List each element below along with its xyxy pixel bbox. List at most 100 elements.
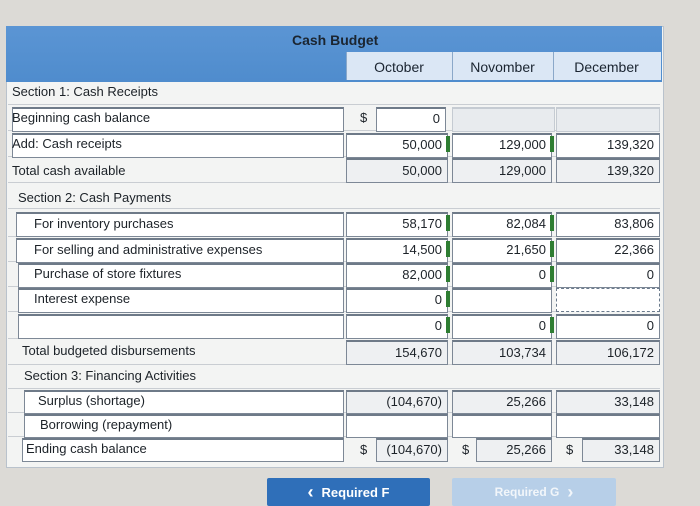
ending-oct-value: (104,670) bbox=[386, 442, 442, 457]
interest-nov-input[interactable] bbox=[452, 288, 552, 313]
currency-symbol: $ bbox=[566, 442, 574, 457]
beginning-oct-input[interactable] bbox=[376, 107, 446, 132]
column-header-october: October bbox=[374, 59, 424, 75]
row-divider bbox=[8, 364, 660, 365]
interest-expense-label: Interest expense bbox=[34, 291, 131, 306]
fixtures-label-box bbox=[18, 263, 344, 288]
total-disb-oct-value: 154,670 bbox=[395, 345, 442, 360]
borrowing-dec-input[interactable] bbox=[556, 414, 660, 438]
prev-required-label: Required F bbox=[321, 484, 390, 500]
add-cash-receipts-label: Add: Cash receipts bbox=[12, 136, 122, 151]
inventory-nov-input[interactable] bbox=[452, 212, 552, 237]
section-1-label: Section 1: Cash Receipts bbox=[12, 84, 158, 99]
total-available-nov-value: 129,000 bbox=[499, 163, 546, 178]
surplus-oct-value: (104,670) bbox=[386, 394, 442, 409]
surplus-dec-value: 33,148 bbox=[614, 394, 654, 409]
fixtures-dec-input[interactable] bbox=[556, 263, 660, 288]
section-2-label: Section 2: Cash Payments bbox=[18, 190, 172, 205]
ending-dec-cell bbox=[582, 438, 660, 462]
ending-cash-balance-label: Ending cash balance bbox=[26, 441, 147, 456]
surplus-label-box bbox=[24, 390, 344, 414]
interest-oct-input[interactable] bbox=[346, 288, 448, 313]
ending-dec-value: 33,148 bbox=[614, 442, 654, 457]
total-available-nov-cell bbox=[452, 158, 552, 183]
inventory-label-box bbox=[16, 212, 344, 237]
inventory-dec-value: 83,806 bbox=[614, 216, 654, 231]
inventory-oct-input[interactable] bbox=[346, 212, 448, 237]
chevron-right-icon: › bbox=[567, 482, 574, 502]
beginning-cash-label: Beginning cash balance bbox=[12, 110, 151, 125]
chevron-left-icon: ‹ bbox=[307, 482, 314, 502]
total-available-oct-value: 50,000 bbox=[402, 163, 442, 178]
check-mark-icon bbox=[446, 241, 450, 257]
total-disb-oct-cell bbox=[346, 340, 448, 365]
column-header-december: December bbox=[574, 59, 639, 75]
selling-nov-input[interactable] bbox=[452, 238, 552, 263]
total-disbursements-label: Total budgeted disbursements bbox=[22, 343, 196, 358]
receipts-nov-input[interactable] bbox=[452, 133, 552, 158]
surplus-shortage-label: Surplus (shortage) bbox=[38, 393, 145, 408]
fixtures-nov-input[interactable] bbox=[452, 263, 552, 288]
beginning-oct-value: 0 bbox=[432, 111, 440, 126]
total-available-dec-value: 139,320 bbox=[607, 163, 654, 178]
row-divider bbox=[8, 208, 660, 209]
row-divider bbox=[8, 182, 660, 183]
selling-dec-input[interactable] bbox=[556, 238, 660, 263]
add-receipts-label-box bbox=[12, 133, 344, 158]
ending-nov-cell bbox=[476, 438, 552, 462]
borrowing-oct-input[interactable] bbox=[346, 414, 448, 438]
borrowing-label-box bbox=[24, 414, 344, 438]
beginning-nov-cell bbox=[452, 107, 555, 132]
next-required-button[interactable]: Required G › bbox=[452, 478, 616, 506]
column-header-november: Novomber bbox=[470, 59, 535, 75]
surplus-dec-cell bbox=[556, 390, 660, 414]
currency-symbol: $ bbox=[360, 110, 368, 125]
check-mark-icon bbox=[550, 266, 554, 282]
selling-nov-value: 21,650 bbox=[506, 242, 546, 257]
borrowing-repayment-label: Borrowing (repayment) bbox=[40, 417, 173, 432]
check-mark-icon bbox=[446, 291, 450, 307]
fixtures-oct-input[interactable] bbox=[346, 263, 448, 288]
selling-oct-value: 14,500 bbox=[402, 242, 442, 257]
surplus-nov-value: 25,266 bbox=[506, 394, 546, 409]
blank-oct-input[interactable] bbox=[346, 314, 448, 339]
header-cell-dec bbox=[553, 52, 661, 80]
check-mark-icon bbox=[446, 317, 450, 333]
row-divider bbox=[8, 104, 660, 105]
surplus-oct-cell bbox=[346, 390, 448, 414]
inventory-nov-value: 82,084 bbox=[506, 216, 546, 231]
ending-oct-cell bbox=[376, 438, 448, 462]
surplus-nov-cell bbox=[452, 390, 552, 414]
fixtures-dec-value: 0 bbox=[646, 267, 654, 282]
check-mark-icon bbox=[550, 136, 554, 152]
borrowing-nov-input[interactable] bbox=[452, 414, 552, 438]
receipts-oct-input[interactable] bbox=[346, 133, 448, 158]
receipts-nov-value: 129,000 bbox=[499, 137, 546, 152]
header-cell-nov bbox=[452, 52, 554, 80]
currency-symbol: $ bbox=[360, 442, 368, 457]
blank-nov-input[interactable] bbox=[452, 314, 552, 339]
inventory-dec-input[interactable] bbox=[556, 212, 660, 237]
header-cell-oct bbox=[346, 52, 453, 80]
check-mark-icon bbox=[446, 266, 450, 282]
total-cash-available-label: Total cash available bbox=[12, 163, 126, 178]
blank-dec-input[interactable] bbox=[556, 314, 660, 339]
check-mark-icon bbox=[550, 241, 554, 257]
ending-nov-value: 25,266 bbox=[506, 442, 546, 457]
receipts-dec-input[interactable] bbox=[556, 133, 660, 158]
selling-dec-value: 22,366 bbox=[614, 242, 654, 257]
blank-payment-label-input[interactable] bbox=[18, 314, 344, 339]
prev-required-button[interactable]: ‹ Required F bbox=[267, 478, 430, 506]
currency-symbol: $ bbox=[462, 442, 470, 457]
interest-label-box bbox=[18, 288, 344, 313]
section-3-label: Section 3: Financing Activities bbox=[24, 368, 196, 383]
total-available-dec-cell bbox=[556, 158, 660, 183]
page-title: Cash Budget bbox=[292, 32, 379, 48]
selling-oct-input[interactable] bbox=[346, 238, 448, 263]
interest-dec-input[interactable] bbox=[556, 288, 660, 312]
total-disb-nov-value: 103,734 bbox=[499, 345, 546, 360]
check-mark-icon bbox=[446, 215, 450, 231]
receipts-oct-value: 50,000 bbox=[402, 137, 442, 152]
check-mark-icon bbox=[550, 215, 554, 231]
fixtures-oct-value: 82,000 bbox=[402, 267, 442, 282]
